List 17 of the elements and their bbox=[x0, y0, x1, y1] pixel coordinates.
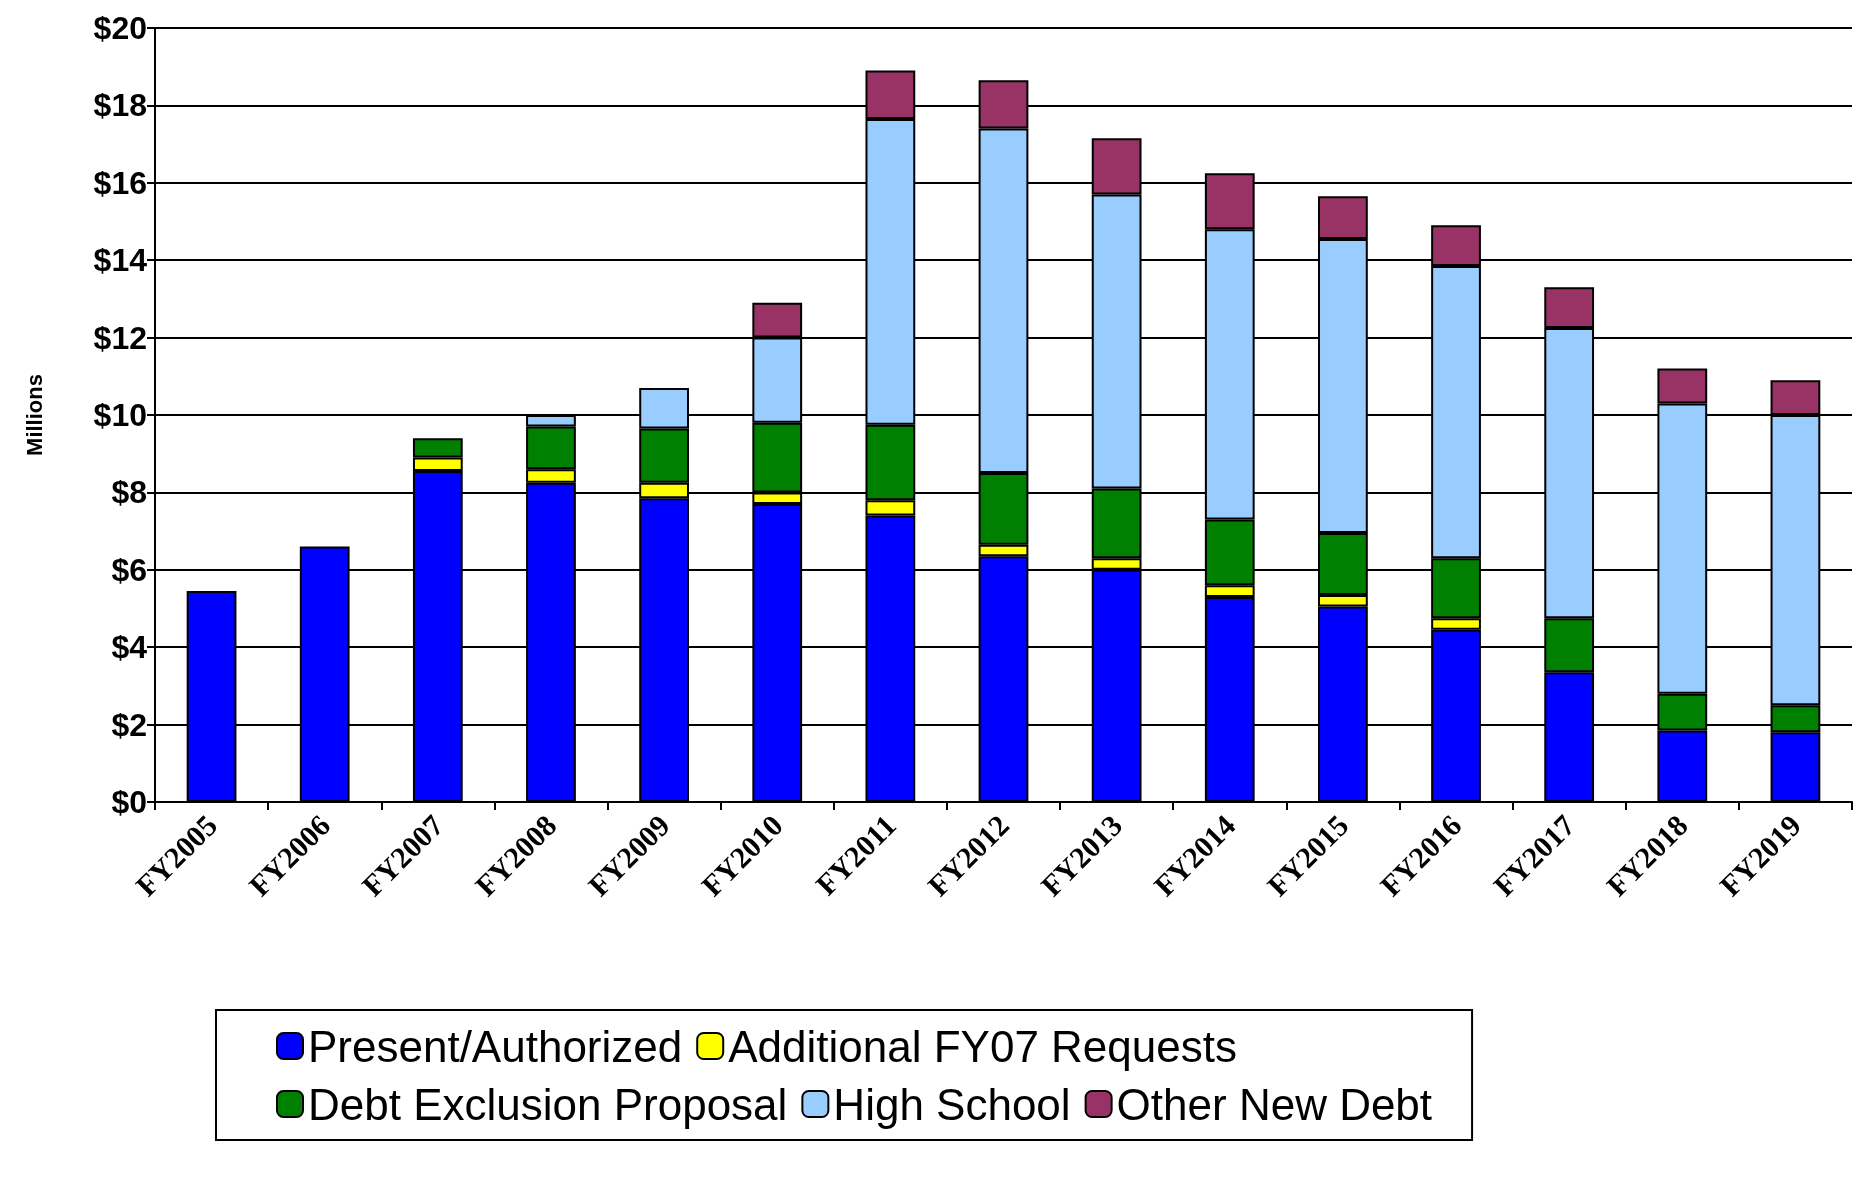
legend-label: Other New Debt bbox=[1116, 1079, 1433, 1129]
legend-label: Present/Authorized bbox=[308, 1021, 683, 1071]
y-tick-label: $16 bbox=[93, 164, 147, 201]
y-tick-label: $14 bbox=[93, 242, 148, 279]
y-tick-label: $10 bbox=[93, 397, 147, 433]
y-tick-label: $0 bbox=[111, 784, 147, 820]
y-tick-label: $12 bbox=[93, 319, 147, 356]
legend-label: Debt Exclusion Proposal bbox=[308, 1079, 788, 1129]
legend-label: High School bbox=[833, 1079, 1071, 1129]
y-tick-label: $18 bbox=[93, 87, 147, 124]
legend-label: Additional FY07 Requests bbox=[728, 1021, 1237, 1071]
y-axis-title: Millions bbox=[21, 374, 47, 456]
y-tick-label: $20 bbox=[93, 10, 147, 46]
y-tick-label: $4 bbox=[111, 629, 148, 666]
y-tick-label: $2 bbox=[111, 706, 147, 743]
y-tick-label: $6 bbox=[111, 551, 147, 588]
y-tick-label: $8 bbox=[111, 474, 147, 511]
